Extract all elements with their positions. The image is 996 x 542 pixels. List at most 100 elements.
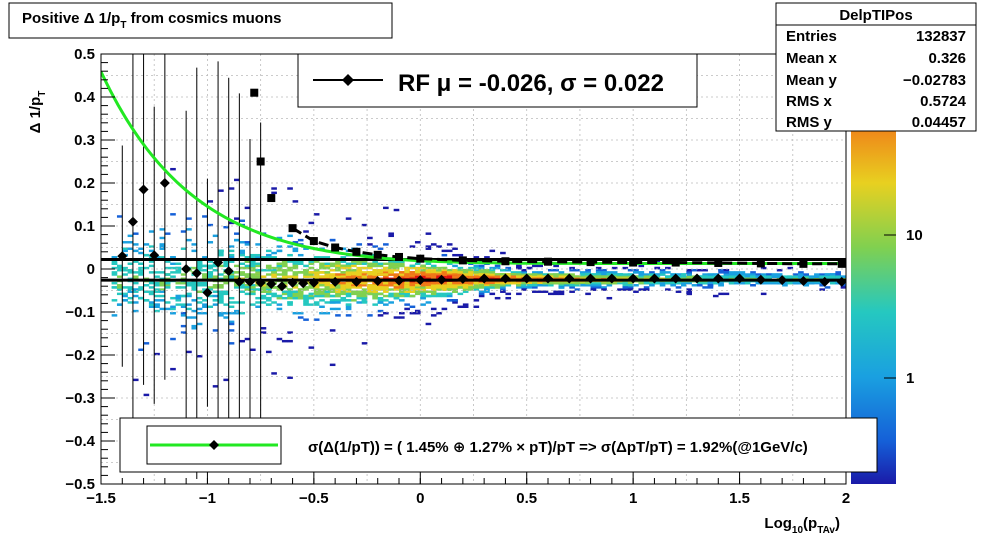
heatmap-cell — [228, 301, 235, 304]
heatmap-cell — [425, 281, 432, 285]
heatmap-cell — [441, 307, 448, 311]
heatmap-cell — [436, 288, 442, 291]
heatmap-cell — [441, 284, 448, 287]
heatmap-cell — [537, 273, 543, 276]
heatmap-cell — [404, 286, 410, 289]
heatmap-cell — [516, 281, 522, 285]
heatmap-cell — [659, 269, 666, 272]
heatmap-cell — [345, 305, 352, 308]
heatmap-cell — [218, 301, 224, 304]
stats-value-rms-x: 0.5724 — [920, 93, 967, 110]
heatmap-cell — [420, 288, 426, 291]
heatmap-cell — [260, 286, 267, 289]
heatmap-cell — [462, 273, 469, 276]
heatmap-cell — [191, 324, 198, 328]
heatmap-cell — [399, 271, 405, 274]
heatmap-cell — [281, 290, 288, 293]
heatmap-cell — [643, 273, 650, 276]
heatmap-cell — [297, 290, 304, 293]
heatmap-cell — [484, 286, 490, 289]
heatmap-cell — [260, 284, 267, 287]
heatmap-cell — [218, 253, 224, 257]
heatmap-cell — [319, 290, 325, 293]
heatmap-cell — [255, 269, 261, 272]
heatmap-cell — [462, 286, 469, 289]
heatmap-cell — [436, 286, 442, 289]
heatmap-cell — [191, 249, 198, 253]
heatmap-cell — [649, 284, 655, 287]
heatmap-cell — [404, 269, 410, 272]
heatmap-cell — [335, 275, 341, 278]
heatmap-cell — [303, 303, 309, 306]
heatmap-cell — [516, 271, 522, 274]
heatmap-cell — [303, 275, 309, 278]
heatmap-cell — [154, 352, 160, 356]
heatmap-cell — [457, 286, 464, 289]
heatmap-cell — [303, 299, 309, 302]
heatmap-cell — [361, 275, 368, 278]
heatmap-cell — [324, 312, 331, 315]
heatmap-cell — [446, 284, 453, 287]
heatmap-cell — [606, 296, 613, 300]
heatmap-cell — [548, 273, 554, 276]
heatmap-cell — [830, 273, 836, 276]
heatmap-cell — [319, 299, 325, 302]
heatmap-cell — [244, 264, 251, 268]
y-tick-label: 0.2 — [74, 175, 95, 192]
heatmap-cell — [313, 290, 320, 293]
heatmap-cell — [718, 284, 724, 287]
heatmap-cell — [324, 294, 331, 298]
heatmap-cell — [377, 296, 384, 300]
heatmap-cell — [335, 286, 341, 289]
heatmap-cell — [361, 288, 368, 291]
heatmap-cell — [202, 312, 208, 315]
heatmap-cell — [175, 262, 182, 265]
heatmap-cell — [697, 281, 703, 285]
heatmap-cell — [228, 260, 235, 263]
heatmap-cell — [563, 281, 570, 285]
sigma-marker — [586, 258, 595, 267]
heatmap-cell — [329, 288, 336, 291]
heatmap-cell — [718, 281, 724, 285]
heatmap-cell — [340, 284, 347, 287]
mean-marker — [127, 216, 138, 227]
heatmap-cell — [207, 264, 214, 268]
heatmap-cell — [132, 275, 139, 278]
heatmap-cell — [569, 273, 575, 276]
heatmap-cell — [686, 290, 692, 293]
heatmap-cell — [324, 286, 331, 289]
heatmap-cell — [335, 288, 341, 291]
heatmap-cell — [351, 271, 357, 274]
heatmap-cell — [627, 273, 634, 276]
heatmap-cell — [212, 299, 219, 302]
heatmap-cell — [292, 271, 299, 274]
heatmap-cell — [675, 290, 682, 293]
heatmap-cell — [191, 316, 198, 319]
heatmap-cell — [239, 284, 245, 287]
heatmap-cell — [473, 264, 480, 268]
heatmap-cell — [516, 264, 522, 268]
stats-label-mean-x: Mean x — [786, 50, 838, 67]
heatmap-cell — [154, 294, 160, 298]
heatmap-cell — [441, 286, 448, 289]
heatmap-cell — [313, 288, 320, 291]
heatmap-cell — [345, 314, 352, 317]
heatmap-cell — [478, 284, 485, 287]
heatmap-cell — [255, 243, 261, 246]
heatmap-cell — [186, 284, 192, 287]
heatmap-cell — [452, 288, 458, 291]
heatmap-cell — [462, 281, 469, 285]
heatmap-cell — [138, 348, 144, 351]
heatmap-cell — [122, 299, 128, 302]
heatmap-cell — [297, 288, 304, 291]
heatmap-cell — [521, 284, 528, 287]
heatmap-cell — [345, 275, 352, 278]
heatmap-cell — [191, 309, 198, 313]
heatmap-cell — [138, 247, 144, 250]
heatmap-cell — [361, 292, 368, 296]
heatmap-cell — [452, 271, 458, 274]
heatmap-cell — [218, 290, 224, 293]
heatmap-cell — [292, 247, 299, 250]
y-tick-label: −0.5 — [65, 476, 95, 493]
heatmap-cell — [473, 288, 480, 291]
